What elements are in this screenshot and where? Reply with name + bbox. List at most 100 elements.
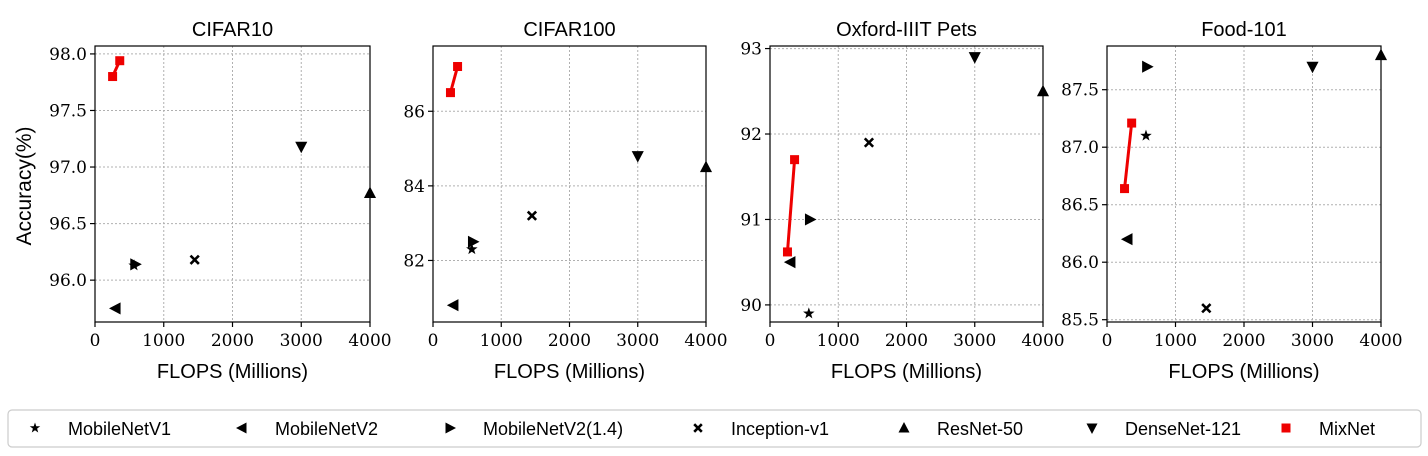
x-tick-label: 3000 <box>616 331 659 351</box>
point-densenet-121 <box>295 141 308 154</box>
point-mobilenetv2 <box>783 256 796 269</box>
point-inception-v1 <box>526 210 538 221</box>
point-mobilenetv1 <box>1140 129 1152 141</box>
point-mobilenetv2-1-4 <box>804 213 817 226</box>
point-mobilenetv1 <box>803 307 815 319</box>
series-mixnet <box>445 62 463 98</box>
x-tick-label: 4000 <box>684 331 727 351</box>
x-tick-label: 4000 <box>1359 331 1402 351</box>
grid <box>432 46 707 322</box>
chart-food-101: Food-101 0 1000 2000 3000 4000 85.5 86.0 86.5 87.… <box>1061 19 1402 383</box>
chart-cifar10: CIFAR10 0 1000 2000 3000 4000 96.0 96.5 97.0 97.5… <box>49 19 391 383</box>
x-tick-label: 4000 <box>348 331 391 351</box>
legend-item-mixnet: MixNet <box>1281 419 1375 439</box>
point-mixnet-0 <box>108 72 118 82</box>
y-tick-label: 82 <box>403 251 425 271</box>
point-inception-v1 <box>863 137 875 148</box>
y-tick-label: 90 <box>740 296 762 316</box>
grid <box>1106 46 1382 322</box>
x-axis-label: FLOPS (Millions) <box>831 361 982 383</box>
y-tick-label: 84 <box>403 177 425 197</box>
series-mixnet <box>1120 118 1137 194</box>
point-densenet-121 <box>968 52 981 64</box>
data-points <box>783 52 1050 319</box>
chart-title: CIFAR10 <box>192 19 273 41</box>
legend-item-inception-v1: Inception-v1 <box>693 419 829 439</box>
grid <box>769 46 1044 322</box>
legend-item-resnet-50: ResNet-50 <box>898 419 1023 439</box>
point-mobilenetv1 <box>128 259 140 271</box>
y-tick-label: 87.5 <box>1061 81 1099 101</box>
point-mixnet-0 <box>1120 184 1130 194</box>
point-mobilenetv2-1-4 <box>467 235 480 248</box>
legend-marker-inception-v1 <box>693 423 703 433</box>
chart-oxford-iiit-pets: Oxford-IIIT Pets 0 1000 2000 3000 4000 90 91 92 9… <box>740 19 1064 383</box>
point-mixnet-0 <box>445 88 455 98</box>
legend-marker-densenet-121 <box>1086 423 1098 434</box>
point-mobilenetv2 <box>446 299 459 312</box>
point-mixnet-1 <box>453 62 463 72</box>
x-tick-label: 1000 <box>1154 331 1197 351</box>
legend-marker-mobilenetv1 <box>29 422 41 433</box>
legend-frame <box>7 409 1422 448</box>
point-mobilenetv2-1-4 <box>1142 60 1154 73</box>
point-densenet-121 <box>631 151 644 163</box>
legend-item-densenet-121: DenseNet-121 <box>1086 419 1241 439</box>
grid <box>94 46 371 322</box>
panels: CIFAR100 1000 2000 3000 400096.096.597.097.5… <box>49 19 1402 383</box>
x-tick-label: 2000 <box>211 331 254 351</box>
legend-marker-resnet-50 <box>898 422 910 433</box>
y-tick-label: 86.0 <box>1061 253 1099 273</box>
point-mixnet-1 <box>115 56 125 66</box>
x-tick-label: 0 <box>1102 331 1113 351</box>
y-tick-label: 86.5 <box>1061 196 1099 216</box>
point-densenet-121 <box>1306 61 1319 74</box>
legend-label: MixNet <box>1319 419 1375 439</box>
x-tick-label: 4000 <box>1021 331 1064 351</box>
x-tick-label: 3000 <box>280 331 323 351</box>
y-tick-label: 96.5 <box>49 215 87 235</box>
legend: MobileNetV1 MobileNetV2 MobileNetV2(1.4) In… <box>7 409 1422 448</box>
x-tick-label: 2000 <box>548 331 591 351</box>
x-tick-label: 2000 <box>1222 331 1265 351</box>
legend-marker-mixnet <box>1281 423 1291 433</box>
y-tick-label: 87.0 <box>1061 138 1099 158</box>
point-inception-v1 <box>189 254 200 265</box>
point-resnet-50 <box>1036 84 1050 97</box>
legend-label: Inception-v1 <box>731 419 829 439</box>
x-tick-label: 1000 <box>817 331 860 351</box>
mixnet-line <box>785 159 797 253</box>
x-tick-label: 2000 <box>885 331 928 351</box>
legend-label: DenseNet-121 <box>1125 419 1241 439</box>
series-mixnet <box>108 56 125 82</box>
legend-label: MobileNetV2(1.4) <box>483 419 623 439</box>
chart-cifar100: CIFAR100 0 1000 2000 3000 4000 82 84 86 FLOPS (Mi… <box>403 19 727 383</box>
chart-title: Oxford-IIIT Pets <box>836 19 977 41</box>
x-tick-label: 0 <box>90 331 101 351</box>
y-axis-label: Accuracy(%) <box>13 126 36 245</box>
x-axis-label: FLOPS (Millions) <box>494 361 645 383</box>
x-tick-label: 1000 <box>142 331 185 351</box>
y-tick-label: 91 <box>740 210 762 230</box>
point-resnet-50 <box>363 186 377 198</box>
x-axis-label: FLOPS (Millions) <box>157 361 308 383</box>
series-mixnet <box>782 155 800 257</box>
legend-label: MobileNetV1 <box>68 419 171 439</box>
x-axis-label: FLOPS (Millions) <box>1168 361 1319 383</box>
point-resnet-50 <box>699 160 713 173</box>
data-points <box>446 151 713 312</box>
legend-label: MobileNetV2 <box>275 419 378 439</box>
legend-marker-mobilenetv2 <box>236 422 247 434</box>
x-tick-label: 3000 <box>953 331 996 351</box>
data-points <box>1120 48 1388 314</box>
point-mobilenetv2 <box>1120 233 1133 246</box>
chart-title: Food-101 <box>1201 19 1287 41</box>
point-mobilenetv2 <box>109 302 121 315</box>
x-tick-label: 3000 <box>1291 331 1334 351</box>
y-tick-label: 97.0 <box>49 158 87 178</box>
legend-item-mobilenetv2-1-4: MobileNetV2(1.4) <box>445 419 623 439</box>
y-tick-label: 86 <box>403 102 425 122</box>
x-tick-label: 0 <box>765 331 776 351</box>
y-tick-label: 92 <box>740 125 762 145</box>
legend-marker-mobilenetv2-1-4 <box>445 422 456 434</box>
